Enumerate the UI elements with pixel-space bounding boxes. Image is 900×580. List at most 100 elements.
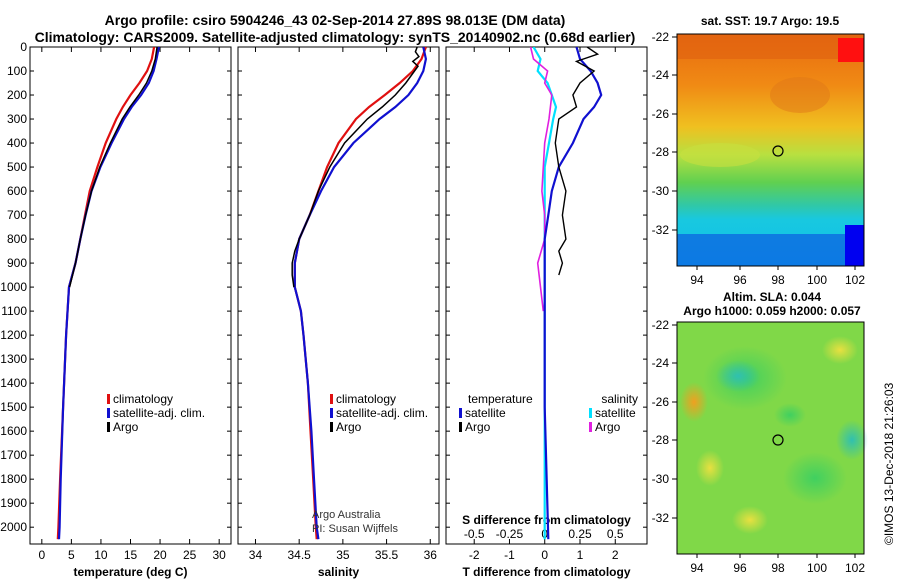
x-tick-label: 30 [212,548,226,562]
sst-map [676,33,865,267]
map-x-tick-label: 100 [807,273,827,287]
legend-s-argo-swatch [589,422,592,432]
map-y-tick-label: -24 [652,68,670,82]
climatology-line [56,47,156,540]
legend-s-satellite-swatch [589,408,592,418]
map-x-tick-label: 102 [845,561,865,575]
x-tick-label: 15 [124,548,138,562]
legend-t-satellite-label: satellite [465,406,506,420]
sla-blob [696,450,724,486]
watermark-line1: Argo Australia [312,509,381,521]
climatology-line [293,47,427,540]
map-y-tick-label: -28 [652,433,670,447]
sla-map-title-line1: Altim. SLA: 0.044 [723,290,821,304]
legend-satellite-swatch [330,408,333,418]
legend-s-satellite-label: satellite [595,406,636,420]
plot-frame [445,46,648,545]
t-satellite-line [543,47,603,540]
sst-cold-band [677,234,864,266]
y-tick-label: 600 [7,184,27,198]
plot-frame [237,46,440,545]
top-axis-label: S difference from climatology [462,513,631,527]
y-tick-label: 1700 [0,448,27,462]
map-y-tick-label: -32 [652,511,670,525]
x-tick-label: -1 [504,548,515,562]
y-tick-label: 1500 [0,400,27,414]
sla-blob [836,420,868,460]
map-x-tick-label: 94 [690,561,704,575]
y-tick-label: 900 [7,256,27,270]
map-x-tick-label: 98 [771,273,785,287]
legend-t-argo-label: Argo [465,420,491,434]
sla-blob [732,506,768,534]
top-x-tick-label: -0.5 [464,527,485,541]
x-tick-label: 35.5 [375,548,399,562]
sla-map-frame [676,321,865,555]
sst-map-frame [676,33,865,267]
x-tick-label: 2 [612,548,619,562]
argo-float-marker [772,434,784,446]
y-tick-label: 100 [7,64,27,78]
sst-front [680,143,760,167]
legend-satellite-label: satellite-adj. clim. [113,406,205,420]
salinity-panel: 34 34.5 35 35.5 36 salinity climatologysatelli… [237,46,440,579]
legend-satellite-label: satellite-adj. clim. [336,406,428,420]
argo-line [68,47,158,288]
top-x-tick-label: -0.25 [496,527,524,541]
map-axis-ticks: -22 -24 -26 -28 -30 -32 94 96 98 100 102 -22 -24 -26 -… [652,30,866,575]
sla-blob [783,452,847,504]
y-tick-label: 300 [7,112,27,126]
y-tick-label: 500 [7,160,27,174]
difference-panel: -2 -1 0 1 2-0.5 -0.25 0 0.25 0.5S difference fro… [445,46,648,579]
map-x-tick-label: 94 [690,273,704,287]
y-tick-label: 1800 [0,472,27,486]
top-x-tick-label: 0.25 [568,527,592,541]
y-tick-label: 1300 [0,352,27,366]
y-tick-label: 1200 [0,328,27,342]
sla-blob [680,382,708,422]
x-tick-label: 0 [38,548,45,562]
sst-warm-eddy [770,77,830,113]
map-y-tick-label: -22 [652,318,670,332]
map-x-tick-label: 96 [733,273,747,287]
x-tick-label: 10 [94,548,108,562]
argo-float-marker [772,145,784,157]
x-axis-label: temperature (deg C) [73,565,187,579]
credit-stamp: ©IMOS 13-Dec-2018 21:26:03 [882,382,896,545]
x-tick-label: 35 [336,548,350,562]
legend-argo-label: Argo [336,420,362,434]
map-y-tick-label: -24 [652,356,670,370]
sla-blob [716,360,760,392]
legend-t-satellite-swatch [459,408,462,418]
legend-temperature-title: temperature [468,392,533,406]
map-y-tick-label: -32 [652,223,670,237]
y-tick-label: 1900 [0,496,27,510]
y-tick-label: 700 [7,208,27,222]
x-tick-label: 20 [153,548,167,562]
x-tick-label: 1 [577,548,584,562]
legend-s-argo-label: Argo [595,420,621,434]
x-tick-label: 36 [424,548,438,562]
legend-salinity-title: salinity [601,392,638,406]
legend-t-argo-swatch [459,422,462,432]
s-argo-line [529,47,553,312]
satellite-clim-line [293,47,428,540]
x-tick-label: 0 [541,548,548,562]
sla-blob [822,336,858,364]
x-tick-label: 34.5 [287,548,311,562]
sla-map [676,321,868,555]
sst-hot-patch [838,38,864,62]
chart-title-line2: Climatology: CARS2009. Satellite-adjuste… [34,29,636,45]
x-tick-label: 5 [68,548,75,562]
x-axis-label: salinity [318,565,360,579]
sla-blob [774,403,806,427]
sla-map-title-line2: Argo h1000: 0.059 h2000: 0.057 [683,304,861,318]
y-tick-label: 1600 [0,424,27,438]
satellite-clim-line [57,47,160,540]
y-tick-label: 1100 [1,304,27,318]
y-tick-label: 2000 [0,520,27,534]
chart-title-line1: Argo profile: csiro 5904246_43 02-Sep-20… [104,12,566,28]
y-tick-label: 0 [20,40,27,54]
y-tick-label: 1400 [0,376,27,390]
y-tick-label: 400 [7,136,27,150]
